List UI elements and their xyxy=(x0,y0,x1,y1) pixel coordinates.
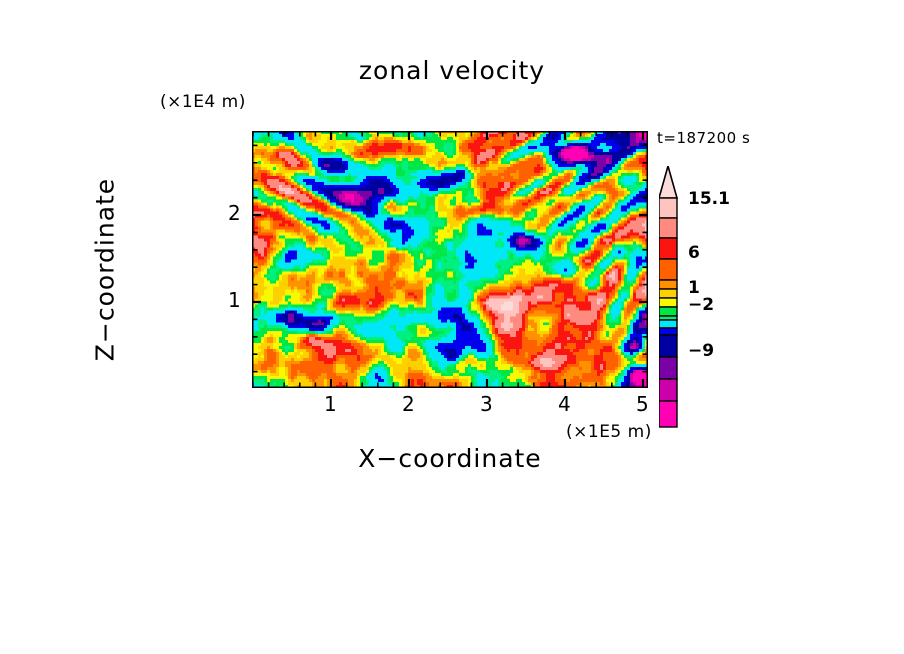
colorbar xyxy=(659,166,679,428)
x-axis-title: X−coordinate xyxy=(358,444,542,473)
colorbar-tick-label: 15.1 xyxy=(688,189,730,209)
x-tick-label: 3 xyxy=(480,392,493,416)
y-axis-unit-label: (×1E4 m) xyxy=(160,92,246,112)
colorbar-tick-label: −2 xyxy=(688,295,715,315)
time-label: t=187200 s xyxy=(657,129,751,147)
contour-field xyxy=(250,129,650,390)
colorbar-tick-label: 1 xyxy=(688,278,700,298)
x-tick-label: 4 xyxy=(558,392,571,416)
x-tick-label: 5 xyxy=(636,392,649,416)
x-tick-label: 2 xyxy=(402,392,415,416)
colorbar-tick-label: 6 xyxy=(688,243,700,263)
contour-plot xyxy=(250,129,650,390)
y-tick-label: 2 xyxy=(228,201,241,225)
x-tick-label: 1 xyxy=(324,392,337,416)
x-axis-unit-label: (×1E5 m) xyxy=(566,422,652,442)
colorbar-tick-label: −9 xyxy=(688,341,715,361)
y-tick-label: 1 xyxy=(228,288,241,312)
page-title: zonal velocity xyxy=(358,56,546,85)
